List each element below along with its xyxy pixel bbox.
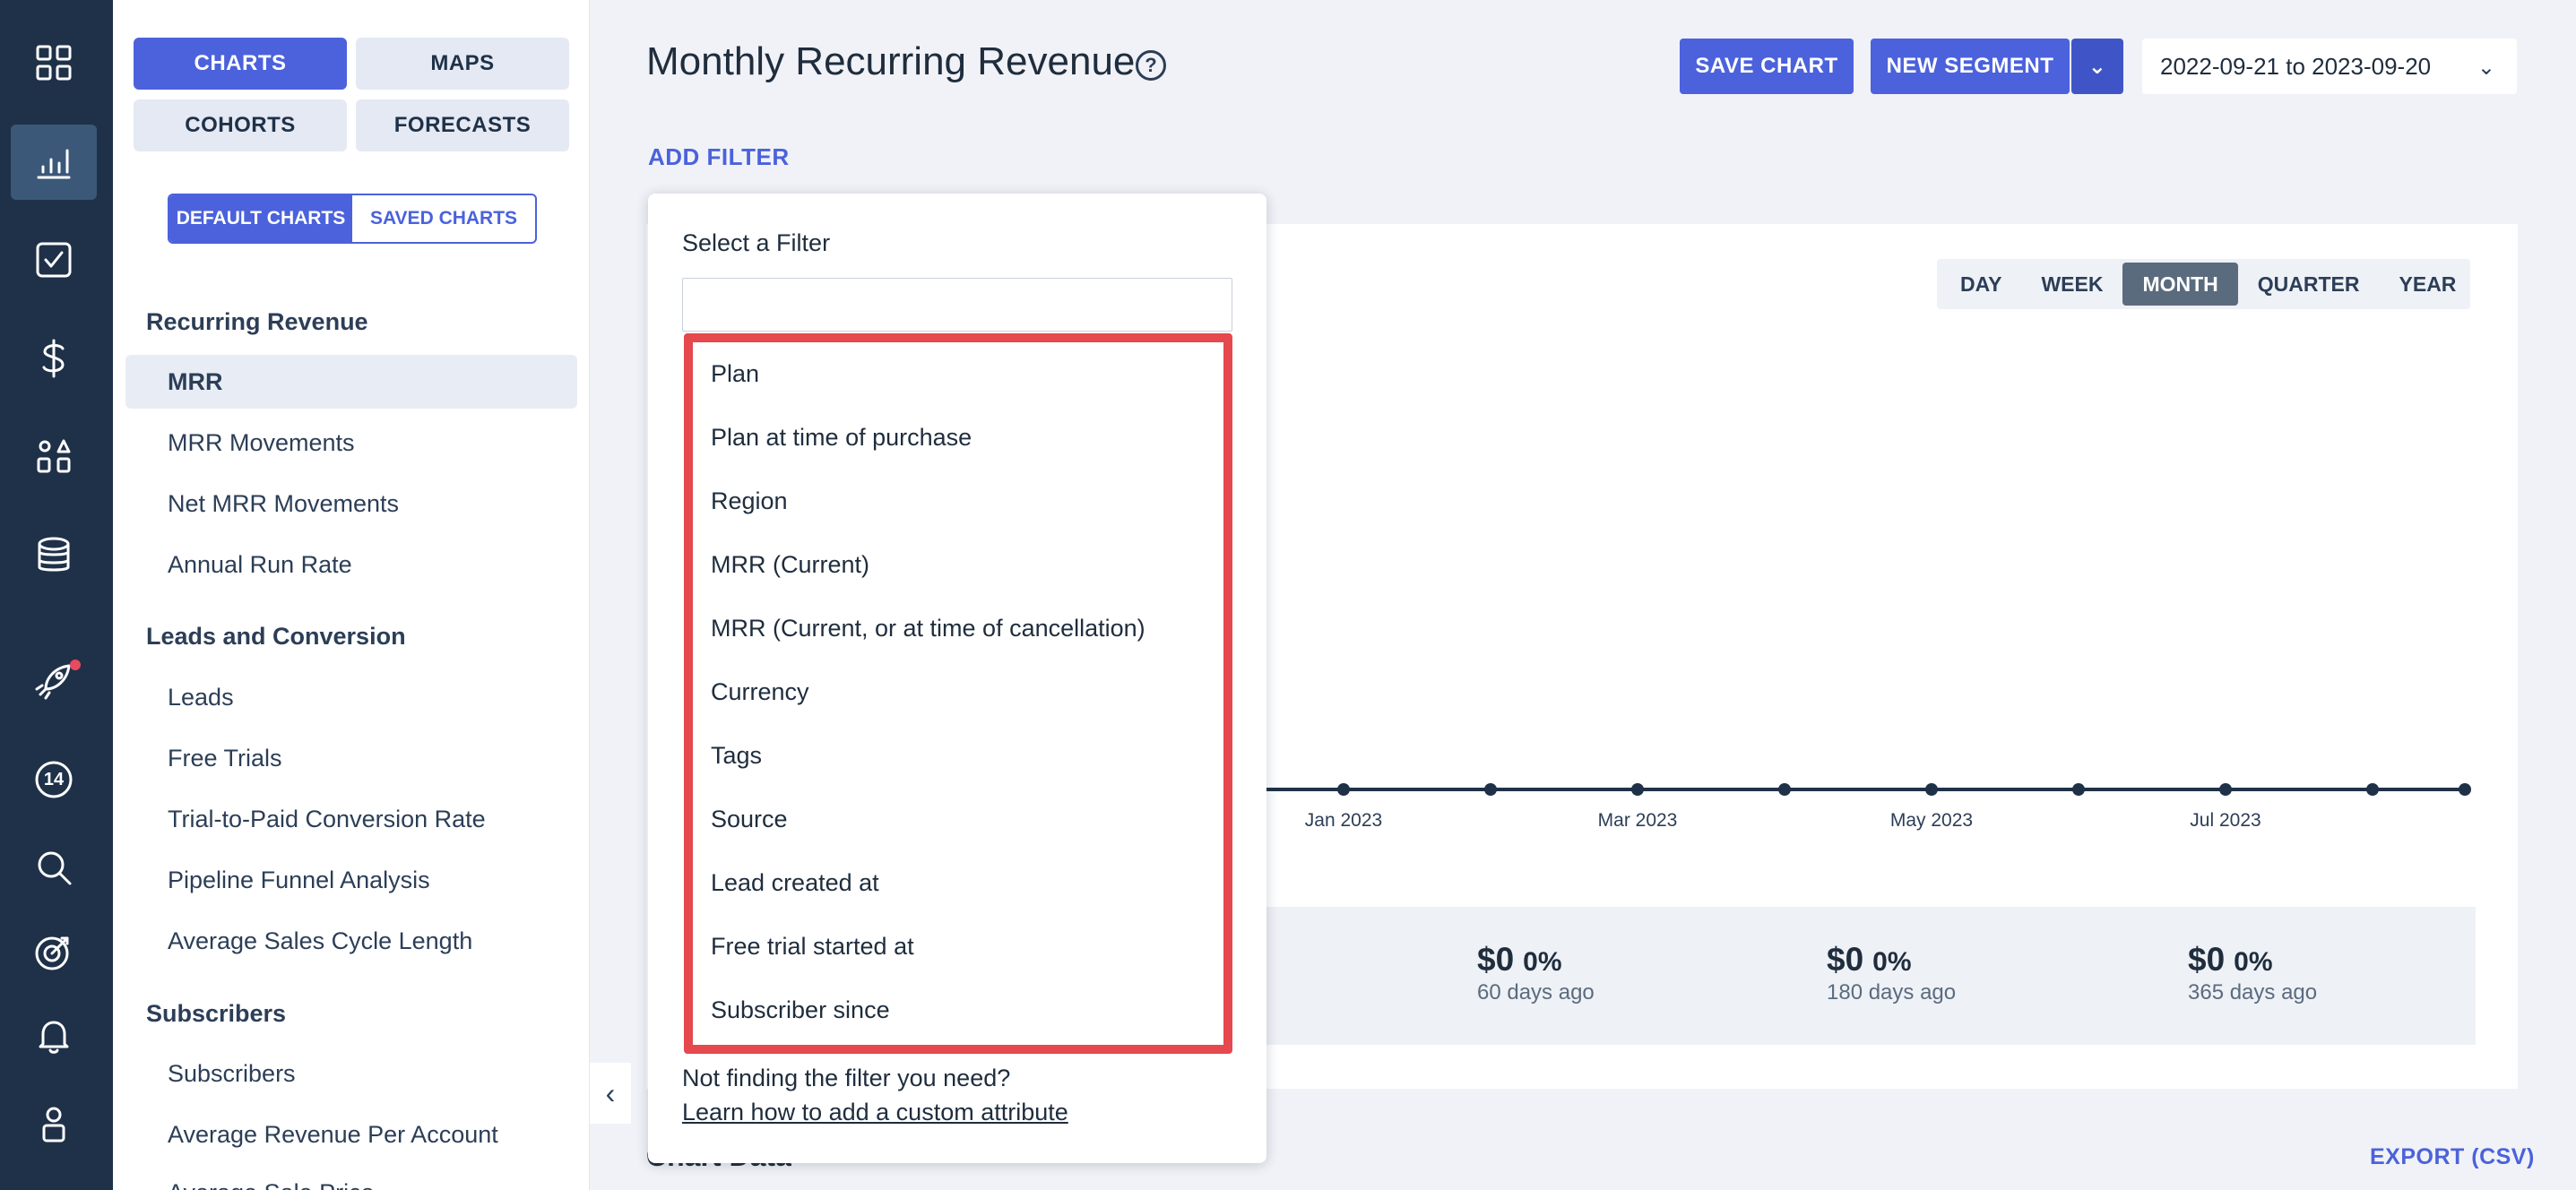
stat-label: 60 days ago [1477, 980, 1595, 1005]
nav-item-mrr[interactable]: MRR [168, 368, 223, 395]
tab-cohorts[interactable]: COHORTS [134, 99, 347, 151]
checkbox-icon[interactable] [11, 222, 97, 298]
filter-option-tags[interactable]: Tags [711, 742, 763, 769]
target-icon[interactable] [11, 914, 97, 989]
nav-item-annual-run-rate[interactable]: Annual Run Rate [168, 551, 352, 578]
add-filter-button[interactable]: ADD FILTER [648, 143, 790, 170]
filter-popover-title: Select a Filter [682, 229, 831, 256]
rocket-icon[interactable] [11, 643, 97, 719]
filter-option-mrr-current[interactable]: MRR (Current) [711, 551, 870, 578]
chevron-down-icon: ⌄ [2088, 54, 2107, 79]
database-icon[interactable] [11, 518, 97, 593]
filter-option-plan[interactable]: Plan [711, 360, 760, 387]
new-segment-button[interactable]: NEW SEGMENT [1871, 39, 2070, 94]
section-heading: Recurring Revenue [146, 308, 368, 335]
notification-dot [70, 660, 81, 670]
tab-forecasts[interactable]: FORECASTS [356, 99, 569, 151]
save-chart-button[interactable]: SAVE CHART [1680, 39, 1854, 94]
period-year[interactable]: YEAR [2399, 272, 2457, 296]
export-csv-button[interactable]: EXPORT (CSV) [2370, 1144, 2535, 1169]
tab-charts[interactable]: CHARTS [134, 38, 347, 90]
badge-count: 14 [43, 769, 65, 789]
summary-panel [1246, 907, 2476, 1045]
filter-option-plan-at-purchase[interactable]: Plan at time of purchase [711, 424, 972, 451]
custom-attribute-help-link[interactable]: Learn how to add a custom attribute [682, 1099, 1068, 1125]
period-day[interactable]: DAY [1960, 272, 2002, 296]
collapse-sidebar-button[interactable]: ‹ [590, 1063, 631, 1124]
search-icon[interactable] [11, 830, 97, 905]
date-range-picker[interactable]: 2022-09-21 to 2023-09-20 ⌄ [2142, 39, 2517, 94]
bar-chart-icon[interactable] [11, 125, 97, 200]
date-range-value: 2022-09-21 to 2023-09-20 [2160, 52, 2432, 80]
filter-option-source[interactable]: Source [711, 806, 788, 832]
filter-option-free-trial-started-at[interactable]: Free trial started at [711, 933, 914, 960]
section-heading: Leads and Conversion [146, 623, 406, 650]
filter-option-region[interactable]: Region [711, 487, 788, 514]
filter-option-mrr-current-or-cancellation[interactable]: MRR (Current, or at time of cancellation… [711, 615, 1145, 642]
nav-item-subscribers[interactable]: Subscribers [168, 1060, 296, 1087]
period-week[interactable]: WEEK [2041, 272, 2104, 296]
period-selector: DAY WEEK MONTH QUARTER YEAR [1937, 259, 2470, 309]
selected-item-highlight [125, 355, 577, 409]
nav-item-free-trials[interactable]: Free Trials [168, 745, 282, 772]
page-title: Monthly Recurring Revenue [646, 39, 1136, 83]
filter-popover: Select a Filter Plan Plan at time of pur… [648, 194, 1266, 1163]
filter-options-list: Plan Plan at time of purchase Region MRR… [684, 333, 1232, 1054]
tab-maps[interactable]: MAPS [356, 38, 569, 90]
chart-navigation: CHARTS MAPS COHORTS FORECASTS DEFAULT CH… [113, 0, 590, 1190]
stat-percent: 0% [1872, 947, 1912, 977]
stat-percent: 0% [1523, 947, 1562, 977]
nav-item-net-mrr-movements[interactable]: Net MRR Movements [168, 490, 400, 517]
nav-item-avg-sale-price[interactable]: Average Sale Price [168, 1179, 375, 1190]
bell-icon[interactable] [11, 998, 97, 1074]
nav-item-avg-sales-cycle[interactable]: Average Sales Cycle Length [168, 927, 473, 954]
stat-label: 365 days ago [2188, 980, 2318, 1005]
stat-label: 180 days ago [1827, 980, 1957, 1005]
filter-help-text: Not finding the filter you need? [682, 1065, 1011, 1091]
stat-value: $0 [2188, 941, 2226, 978]
stat-percent: 0% [2234, 947, 2273, 977]
nav-item-pipeline-funnel[interactable]: Pipeline Funnel Analysis [168, 867, 430, 893]
nav-item-leads[interactable]: Leads [168, 684, 234, 711]
period-quarter[interactable]: QUARTER [2257, 272, 2360, 296]
stat-365-days: $0 0% 365 days ago [2188, 941, 2317, 1005]
stat-value: $0 [1827, 941, 1864, 978]
period-month[interactable]: MONTH [2122, 263, 2238, 306]
chart-set-toggle: DEFAULT CHARTS SAVED CHARTS [168, 194, 537, 244]
shapes-icon[interactable] [11, 419, 97, 495]
filter-option-subscriber-since[interactable]: Subscriber since [711, 996, 890, 1023]
chevron-left-icon: ‹ [605, 1076, 616, 1109]
filter-option-lead-created-at[interactable]: Lead created at [711, 869, 879, 896]
new-segment-dropdown[interactable]: ⌄ [2071, 39, 2123, 94]
nav-item-arpa[interactable]: Average Revenue Per Account [168, 1121, 498, 1148]
nav-item-mrr-movements[interactable]: MRR Movements [168, 429, 355, 456]
badge-icon[interactable]: 14 [11, 742, 97, 817]
icon-rail: 14 [0, 0, 113, 1190]
filter-option-currency[interactable]: Currency [711, 678, 809, 705]
user-icon[interactable] [11, 1086, 97, 1161]
default-charts-button[interactable]: DEFAULT CHARTS [169, 195, 352, 242]
help-icon[interactable]: ? [1136, 50, 1166, 81]
section-heading: Subscribers [146, 1000, 287, 1027]
stat-value: $0 [1477, 941, 1515, 978]
chevron-down-icon: ⌄ [2477, 56, 2495, 80]
filter-search-input[interactable] [682, 278, 1232, 332]
saved-charts-button[interactable]: SAVED CHARTS [369, 208, 518, 229]
nav-item-trial-to-paid[interactable]: Trial-to-Paid Conversion Rate [168, 806, 486, 832]
dollar-icon[interactable] [11, 321, 97, 396]
stat-60-days: $0 0% 60 days ago [1477, 941, 1595, 1005]
grid-icon[interactable] [11, 25, 97, 100]
stat-180-days: $0 0% 180 days ago [1827, 941, 1956, 1005]
